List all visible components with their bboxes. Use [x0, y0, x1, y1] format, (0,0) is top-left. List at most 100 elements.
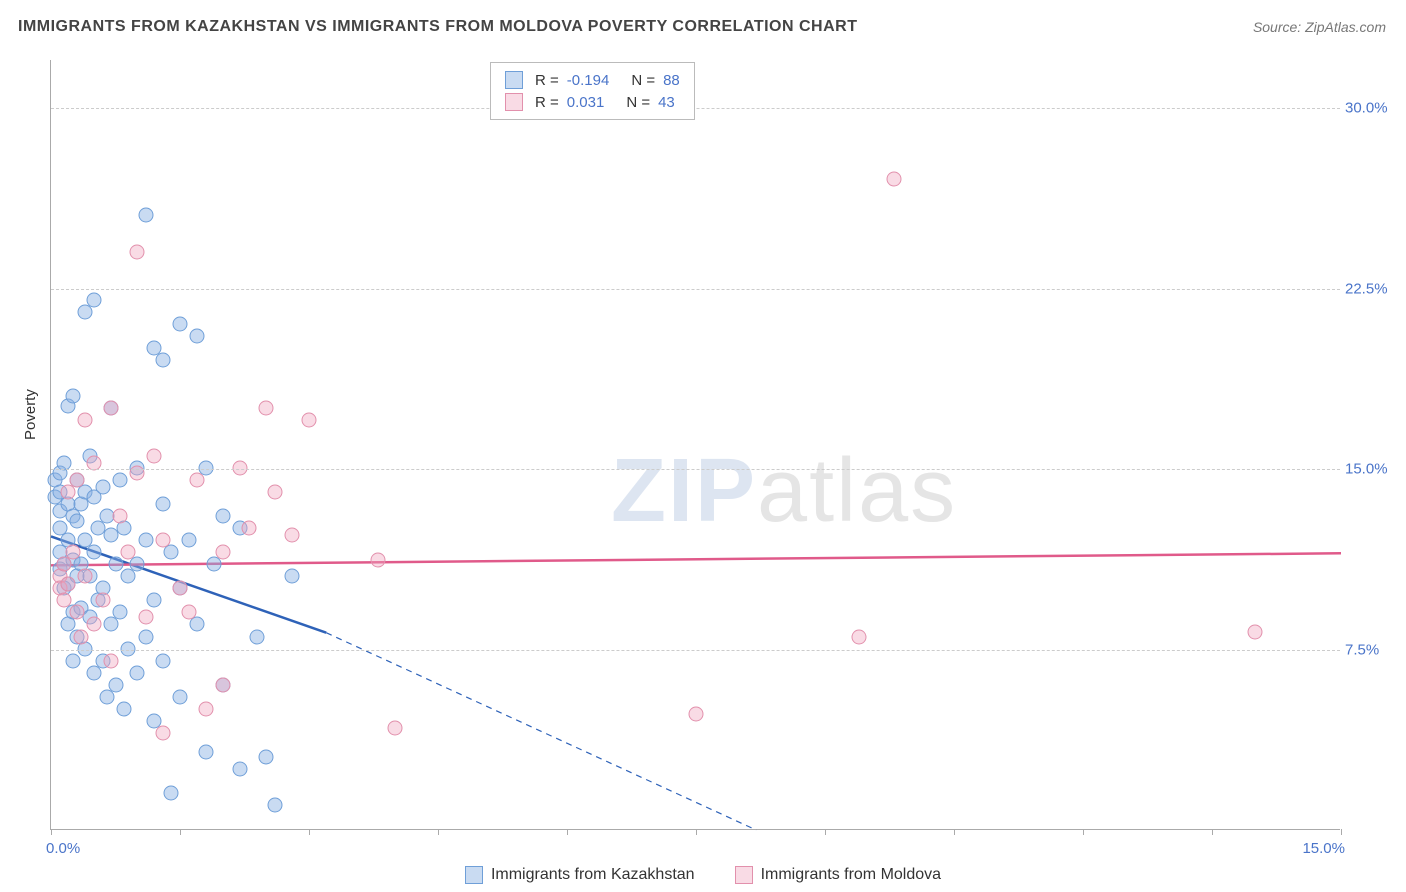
data-point-kazakhstan [164, 545, 179, 560]
bottom-legend-label-kazakhstan: Immigrants from Kazakhstan [491, 866, 695, 884]
gridline [51, 289, 1340, 290]
bottom-legend-item-kazakhstan: Immigrants from Kazakhstan [465, 866, 695, 884]
data-point-moldova [65, 545, 80, 560]
y-tick-label: 7.5% [1345, 641, 1400, 658]
legend-swatch-kazakhstan [505, 71, 523, 89]
data-point-moldova [56, 593, 71, 608]
x-axis-min-label: 0.0% [46, 840, 80, 857]
x-tick [954, 829, 955, 835]
data-point-moldova [130, 465, 145, 480]
data-point-kazakhstan [69, 514, 84, 529]
x-tick [696, 829, 697, 835]
x-tick [438, 829, 439, 835]
data-point-moldova [886, 172, 901, 187]
x-tick [180, 829, 181, 835]
data-point-moldova [370, 552, 385, 567]
y-tick-label: 15.0% [1345, 461, 1400, 478]
x-tick [825, 829, 826, 835]
chart-source: Source: ZipAtlas.com [1253, 19, 1386, 35]
data-point-moldova [241, 521, 256, 536]
bottom-legend-swatch-kazakhstan [465, 866, 483, 884]
data-point-moldova [181, 605, 196, 620]
stat-r-kazakhstan: -0.194 [567, 72, 610, 89]
data-point-moldova [388, 720, 403, 735]
chart-header: IMMIGRANTS FROM KAZAKHSTAN VS IMMIGRANTS… [18, 18, 1386, 36]
stat-n-moldova: 43 [658, 94, 675, 111]
data-point-kazakhstan [259, 749, 274, 764]
data-point-moldova [78, 412, 93, 427]
data-point-kazakhstan [250, 629, 265, 644]
data-point-kazakhstan [112, 473, 127, 488]
data-point-kazakhstan [267, 797, 282, 812]
data-point-kazakhstan [87, 292, 102, 307]
data-point-moldova [95, 593, 110, 608]
data-point-moldova [1248, 624, 1263, 639]
data-point-moldova [190, 473, 205, 488]
data-point-kazakhstan [108, 677, 123, 692]
x-tick [1212, 829, 1213, 835]
data-point-kazakhstan [121, 641, 136, 656]
legend-row-kazakhstan: R = -0.194N = 88 [505, 69, 680, 91]
data-point-kazakhstan [284, 569, 299, 584]
data-point-moldova [173, 581, 188, 596]
data-point-moldova [216, 677, 231, 692]
data-point-kazakhstan [112, 605, 127, 620]
data-point-kazakhstan [117, 701, 132, 716]
data-point-kazakhstan [190, 328, 205, 343]
data-point-kazakhstan [233, 761, 248, 776]
legend-row-moldova: R = 0.031N = 43 [505, 91, 680, 113]
data-point-moldova [302, 412, 317, 427]
data-point-kazakhstan [155, 352, 170, 367]
chart-plot-area: ZIPatlas 0.0% 15.0% 7.5%15.0%22.5%30.0% [50, 60, 1340, 830]
chart-title: IMMIGRANTS FROM KAZAKHSTAN VS IMMIGRANTS… [18, 18, 857, 36]
data-point-moldova [155, 725, 170, 740]
data-point-kazakhstan [95, 480, 110, 495]
data-point-moldova [74, 629, 89, 644]
data-point-kazakhstan [155, 653, 170, 668]
bottom-legend-swatch-moldova [735, 866, 753, 884]
data-point-kazakhstan [155, 497, 170, 512]
stat-r-moldova: 0.031 [567, 94, 605, 111]
data-point-moldova [61, 576, 76, 591]
data-point-moldova [259, 400, 274, 415]
data-point-moldova [104, 400, 119, 415]
data-point-moldova [689, 706, 704, 721]
data-point-moldova [198, 701, 213, 716]
y-tick-label: 22.5% [1345, 280, 1400, 297]
y-axis-label: Poverty [22, 389, 39, 440]
data-point-moldova [155, 533, 170, 548]
data-point-moldova [87, 617, 102, 632]
data-point-moldova [112, 509, 127, 524]
data-point-kazakhstan [181, 533, 196, 548]
data-point-moldova [852, 629, 867, 644]
data-point-kazakhstan [65, 388, 80, 403]
data-point-moldova [121, 545, 136, 560]
bottom-legend-item-moldova: Immigrants from Moldova [735, 866, 942, 884]
data-point-kazakhstan [138, 629, 153, 644]
x-tick [51, 829, 52, 835]
correlation-legend: R = -0.194N = 88R = 0.031N = 43 [490, 62, 695, 120]
y-tick-label: 30.0% [1345, 100, 1400, 117]
data-point-kazakhstan [173, 689, 188, 704]
series-legend: Immigrants from Kazakhstan Immigrants fro… [0, 866, 1406, 884]
data-point-kazakhstan [108, 557, 123, 572]
x-tick [309, 829, 310, 835]
gridline [51, 650, 1340, 651]
data-point-kazakhstan [216, 509, 231, 524]
x-axis-max-label: 15.0% [1302, 840, 1345, 857]
x-tick [567, 829, 568, 835]
x-tick [1341, 829, 1342, 835]
data-point-kazakhstan [130, 665, 145, 680]
data-point-kazakhstan [164, 785, 179, 800]
data-point-kazakhstan [65, 653, 80, 668]
data-point-moldova [284, 528, 299, 543]
data-point-kazakhstan [190, 617, 205, 632]
data-point-moldova [69, 473, 84, 488]
gridline [51, 108, 1340, 109]
legend-swatch-moldova [505, 93, 523, 111]
data-point-moldova [130, 244, 145, 259]
data-point-kazakhstan [198, 745, 213, 760]
data-point-moldova [104, 653, 119, 668]
scatter-points-layer [51, 60, 1340, 829]
bottom-legend-label-moldova: Immigrants from Moldova [761, 866, 942, 884]
